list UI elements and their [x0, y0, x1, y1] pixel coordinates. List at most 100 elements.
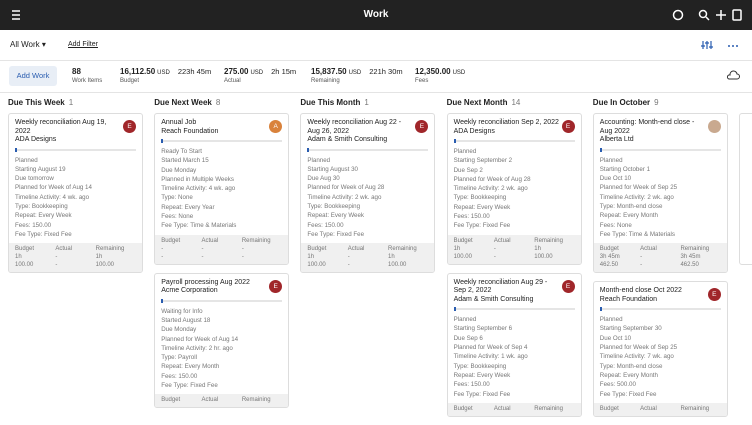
budget-cell: - [161, 245, 164, 252]
work-card[interactable]: Annual Job Reach Foundation A Ready To Star… [154, 113, 290, 265]
card-detail: Planned [453, 148, 477, 155]
stat: 88 Work Items [72, 67, 102, 84]
budget-cell: Budget [453, 237, 473, 244]
budget-cell: Actual [493, 405, 511, 412]
card-detail: Planned [453, 316, 477, 324]
card-client: Reach Foundation [599, 295, 658, 303]
budget-cell: 1h [95, 254, 103, 261]
card-detail: Type: Bookkeeping [453, 194, 507, 202]
card-detail: Planned for Week of Sep 4 [453, 344, 528, 352]
card-detail: Starting September 30 [599, 325, 662, 333]
budget-cell: 100.00 [388, 262, 407, 269]
card-detail: Repeat: Every Week [15, 212, 72, 220]
column-header: Due Next Month 14 [447, 98, 582, 113]
budget-table: Budget Actual Remaining [447, 402, 581, 416]
card-detail: Planned in Multiple Weeks [161, 175, 234, 183]
add-icon[interactable] [716, 10, 726, 20]
budget-table: Budget Actual Remaining 3h 45m -3h 45m 462.50… [593, 243, 727, 273]
column: Due This Week 1 Weekly reconciliation Aug … [8, 98, 143, 281]
work-card[interactable]: Month-end close Oct 2022 Reach Foundation… [592, 281, 728, 417]
card-detail: Repeat: Every Week [453, 371, 511, 379]
card-detail: Starting September 2 [453, 157, 513, 165]
timer-icon[interactable] [672, 9, 684, 21]
work-card[interactable]: Weekly reconciliation Aug 19, 2022 ADA De… [8, 113, 143, 274]
budget-cell: Remaining [95, 246, 125, 253]
budget-cell: 1h [453, 245, 461, 252]
budget-cell: 100.00 [95, 262, 115, 269]
work-card[interactable]: Payroll processing Aug 2022 Acme Corporat… [154, 272, 290, 409]
column-count: 1 [364, 98, 369, 107]
card-detail: Fee Type: Fixed Fee [161, 382, 218, 390]
work-card[interactable]: Weekly reconciliation Aug 29 - Sep 2, 20… [446, 272, 582, 417]
card-detail: Fee Type: Time & Materials [599, 230, 675, 238]
budget-cell: 462.50 [680, 262, 699, 269]
view-label: All Work [10, 40, 40, 49]
card-detail: Due Sep 6 [453, 334, 483, 342]
avatar: E [561, 279, 575, 293]
work-card[interactable]: Weekly reconciliation Sep 2, 2022 ADA Des… [446, 113, 582, 265]
stat-unit: USD [250, 70, 264, 76]
budget-table: Budget Actual Remaining 1h -1h 100.00-100.00 [301, 243, 435, 273]
budget-cell: 100.00 [453, 253, 472, 260]
budget-cell: 1h [388, 254, 395, 261]
card-detail: Planned [307, 156, 331, 164]
column-header: Due Next Week 8 [154, 98, 289, 113]
budget-table: Budget Actual Remaining 1h -1h 100.00-100.00 [447, 234, 581, 264]
card-detail: Fees: 150.00 [453, 213, 490, 221]
progress-bar [599, 147, 721, 152]
budget-cell: 462.50 [599, 262, 619, 269]
cloud-icon[interactable] [726, 69, 740, 83]
work-card[interactable]: Weekly reconciliation Aug 22 - Aug 26, 2… [300, 113, 436, 274]
card-detail: Fees: 150.00 [161, 372, 198, 380]
column: Due Next Month 14 Weekly reconciliation Se… [446, 98, 582, 425]
card-detail: Starting September 6 [453, 325, 513, 333]
progress-bar [15, 147, 136, 152]
stat-value: 16,112.50 [120, 67, 156, 76]
progress-bar [161, 139, 283, 143]
top-bar: Work [0, 0, 752, 30]
budget-cell: - [640, 254, 643, 261]
card-detail: Type: None [161, 194, 193, 202]
card-detail: Fee Type: Fixed Fee [599, 390, 657, 398]
progress-bar [307, 147, 429, 152]
card-detail: Started August 18 [161, 316, 211, 324]
stat-extra: 2h 15m [271, 67, 297, 76]
card-detail: Repeat: Every Week [307, 212, 365, 220]
stat-label: Remaining [311, 78, 340, 84]
budget-cell: - [493, 253, 496, 260]
card-detail: Planned [15, 156, 38, 164]
work-card[interactable]: Accounting: Month-end close - Aug 2022 Al… [592, 113, 728, 274]
add-filter[interactable]: Add Filter [68, 41, 98, 48]
budget-cell: - [347, 254, 350, 261]
stat-value: 275.00 [224, 67, 249, 76]
view-select[interactable]: All Work ▾ [10, 40, 46, 49]
budget-cell: - [55, 254, 58, 261]
card-detail: Fees: 150.00 [307, 221, 344, 229]
budget-cell: Budget [599, 405, 619, 412]
card-detail: Fees: 500.00 [599, 381, 636, 389]
column-title: Due Next Week [154, 98, 212, 107]
card-detail: Timeline Activity: 2 wk. ago [453, 185, 528, 193]
column-header: Due This Week 1 [8, 98, 143, 113]
notes-icon[interactable] [732, 9, 742, 21]
stat-value: 12,350.00 [415, 67, 451, 76]
budget-cell: Actual [55, 246, 73, 253]
budget-cell: 100.00 [534, 253, 553, 260]
card-detail: Type: Month-end close [599, 362, 663, 370]
stat-unit: USD [348, 70, 362, 76]
card-detail: Planned for Week of Sep 25 [599, 184, 678, 192]
add-work-button[interactable]: Add Work [9, 66, 57, 86]
avatar-photo [707, 120, 721, 133]
toolbar-icons [701, 41, 738, 49]
menu-icon[interactable] [12, 10, 20, 20]
budget-cell: - [241, 253, 244, 260]
stat-label: Budget [120, 78, 140, 84]
card-heading: Annual Job Reach Foundation [155, 114, 288, 136]
card-detail: Timeline Activity: 7 wk. ago [599, 353, 674, 361]
stat-extra: 223h 45m [177, 67, 212, 76]
search-icon[interactable] [698, 9, 708, 19]
card-detail: Due Oct 10 [599, 175, 632, 183]
budget-cell: Actual [640, 405, 657, 412]
card-detail: Fee Type: Fixed Fee [307, 230, 365, 238]
card-detail: Planned for Week of Aug 14 [161, 335, 239, 343]
